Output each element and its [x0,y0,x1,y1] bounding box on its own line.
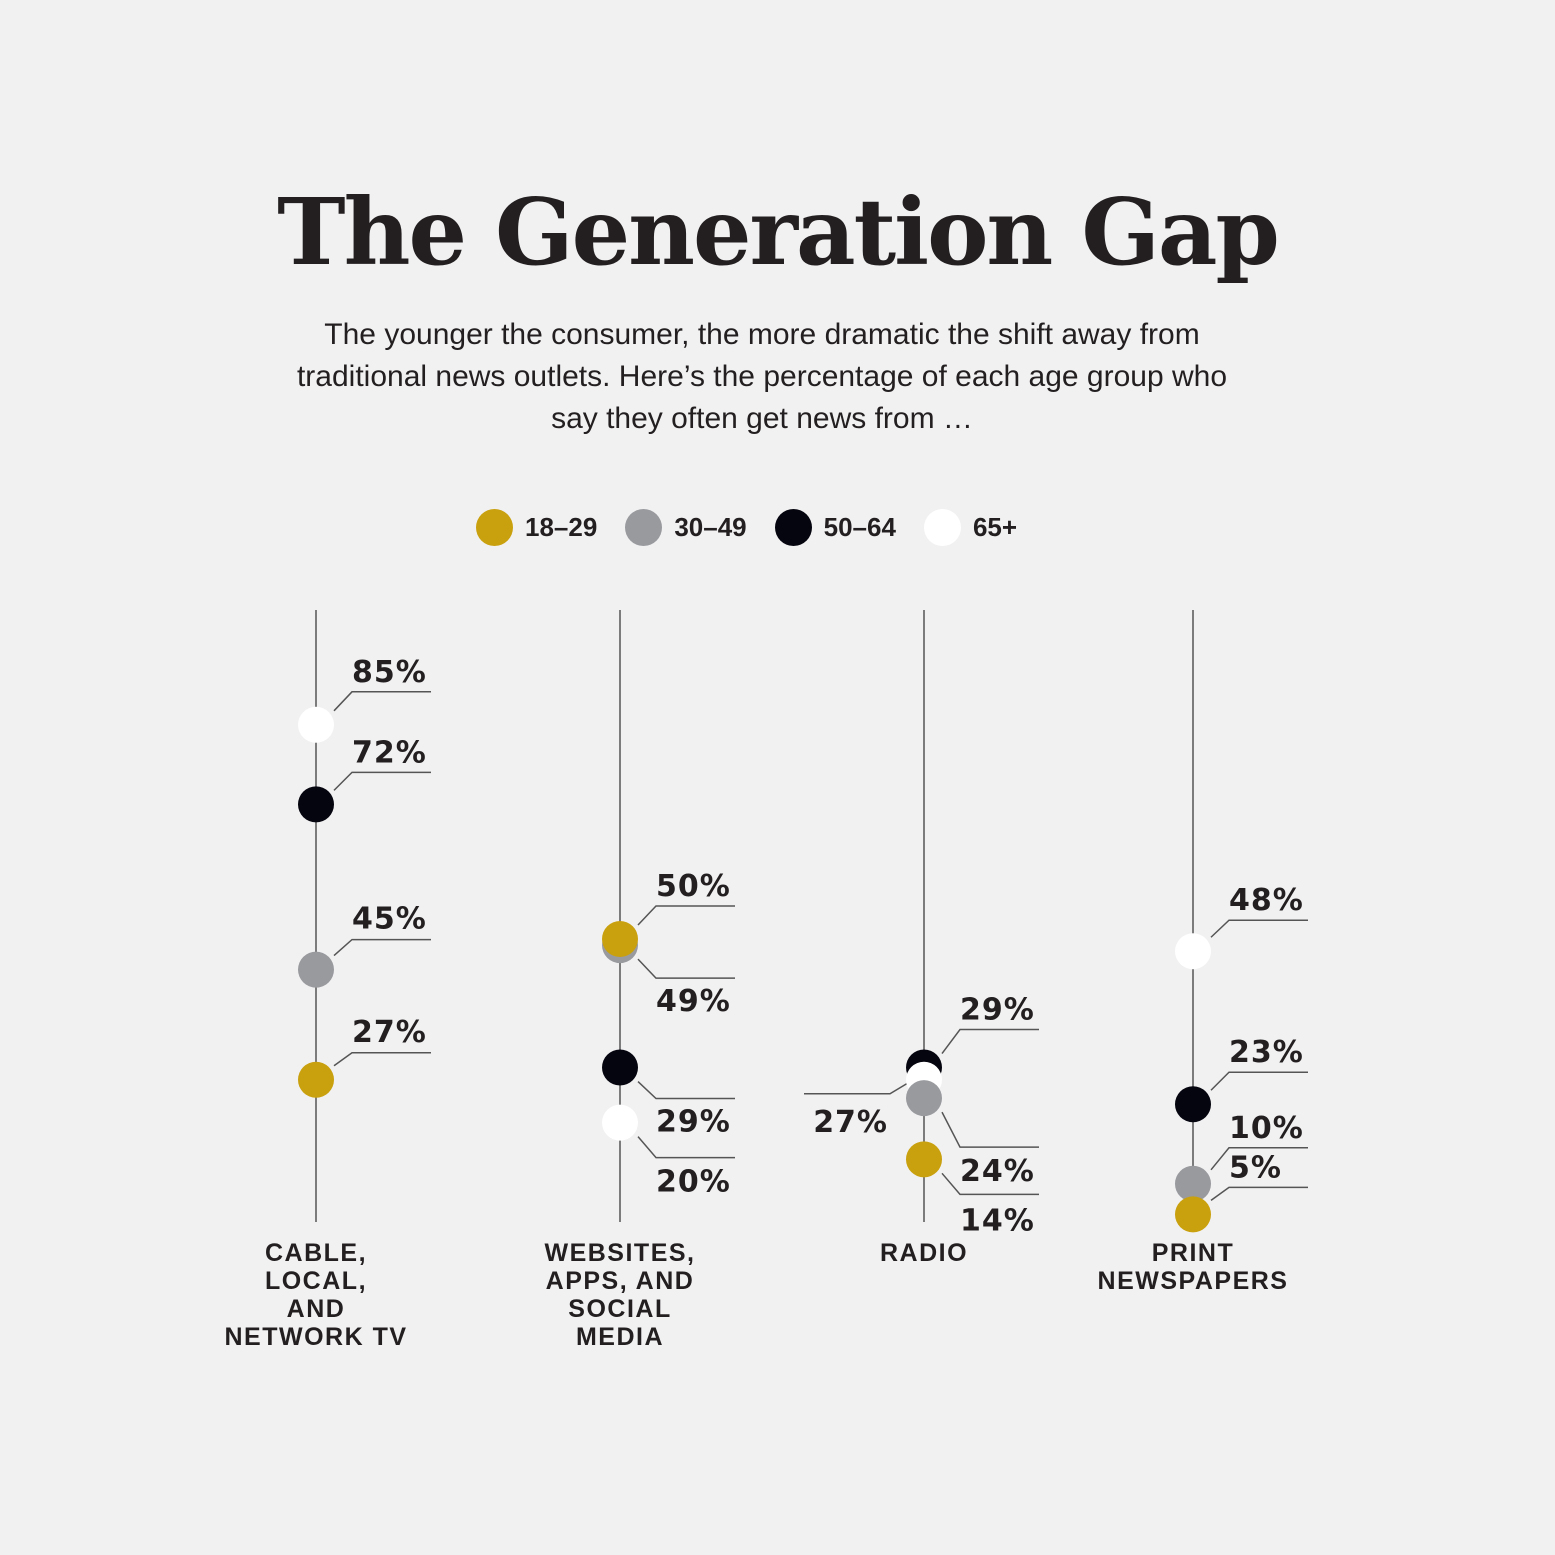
value-label-3-50-64: 23% [1229,1035,1304,1070]
category-label-0-line-3: NETWORK TV [224,1323,407,1351]
legend-swatch-50-64 [774,508,812,546]
dot-3-65-plus [1175,933,1211,970]
dot-1-18-29 [602,921,638,957]
value-label-0-50-64: 72% [352,735,427,770]
category-label-0-line-1: LOCAL, [265,1267,367,1295]
leader-2-30-49 [941,1111,1039,1148]
legend-swatch-65-plus [923,508,961,546]
dot-2-18-29 [906,1141,942,1178]
category-label-0-line-2: AND [287,1295,346,1323]
legend-label-65-plus: 65+ [972,511,1018,542]
legend-item-30-49: 30–49 [625,508,747,546]
leader-3-50-64 [1210,1071,1308,1091]
dot-3-18-29 [1175,1196,1211,1233]
dot-0-50-64 [298,786,334,823]
value-label-2-50-64: 29% [960,993,1035,1028]
leader-0-30-49 [333,938,431,957]
leader-2-18-29 [941,1172,1039,1196]
dot-1-65-plus [602,1104,638,1141]
category-label-1-line-3: MEDIA [576,1323,664,1351]
leader-1-50-64 [637,1080,735,1100]
leader-3-65-plus [1210,919,1308,938]
value-label-2-65-plus: 27% [813,1105,888,1140]
legend-item-50-64: 50–64 [774,508,896,546]
value-label-1-18-29: 50% [656,869,731,904]
dot-3-30-49 [1175,1165,1211,1202]
value-label-2-18-29: 14% [960,1203,1035,1238]
category-label-1-line-1: APPS, AND [546,1267,695,1295]
category-label-2-line-0: RADIO [880,1239,968,1267]
dot-0-65-plus [298,706,334,743]
value-label-2-30-49: 24% [960,1154,1035,1189]
category-label-1-line-2: SOCIAL [568,1295,671,1323]
legend-label-30-49: 30–49 [674,511,747,542]
value-label-0-18-29: 27% [352,1015,427,1050]
legend-label-50-64: 50–64 [823,511,896,542]
dot-1-50-64 [602,1049,638,1086]
leader-1-18-29 [637,905,735,926]
chart-subtitle: The younger the consumer, the more drama… [296,318,1228,435]
dot-2-30-49 [906,1080,942,1117]
leader-1-30-49 [637,958,735,979]
value-label-3-65-plus: 48% [1229,883,1304,918]
leader-0-65-plus [333,691,431,712]
legend: 18–29 30–49 50–64 65+ [476,507,1045,547]
category-label-3-line-1: NEWSPAPERS [1098,1267,1289,1295]
leader-0-18-29 [333,1052,431,1067]
value-label-1-30-49: 49% [656,984,731,1019]
leader-2-65-plus [804,1081,911,1095]
value-label-1-65-plus: 20% [656,1165,731,1200]
leader-2-50-64 [941,1028,1039,1054]
dot-0-30-49 [298,951,334,988]
dot-0-18-29 [298,1061,334,1098]
chart-title: The Generation Gap [277,178,1280,286]
leader-3-30-49 [1210,1147,1308,1171]
leader-3-18-29 [1210,1186,1308,1202]
legend-label-18-29: 18–29 [525,511,598,542]
category-label-3-line-0: PRINT [1152,1239,1235,1267]
value-label-0-65-plus: 85% [352,655,427,690]
value-label-0-30-49: 45% [352,902,427,937]
category-label-0-line-0: CABLE, [265,1239,367,1267]
value-label-1-50-64: 29% [656,1105,731,1140]
legend-item-65-plus: 65+ [923,508,1018,546]
legend-item-18-29: 18–29 [476,508,598,546]
leader-0-50-64 [333,771,431,791]
dot-3-50-64 [1175,1086,1211,1123]
value-label-3-30-49: 10% [1229,1111,1304,1146]
legend-swatch-18-29 [476,508,513,546]
category-label-1-line-0: WEBSITES, [544,1239,695,1267]
leader-1-65-plus [637,1136,735,1159]
legend-swatch-30-49 [625,508,663,546]
value-label-3-18-29: 5% [1229,1150,1282,1185]
